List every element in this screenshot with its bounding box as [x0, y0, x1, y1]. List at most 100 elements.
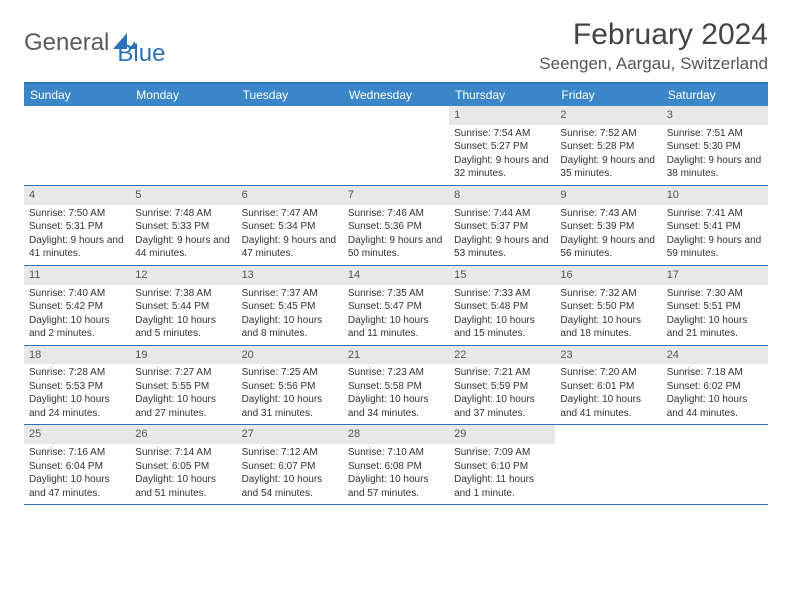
day-header: Thursday: [449, 84, 555, 106]
day-body: Sunrise: 7:18 AMSunset: 6:02 PMDaylight:…: [662, 364, 768, 424]
day-number: 8: [449, 186, 555, 205]
daylight-text: Daylight: 9 hours and 38 minutes.: [667, 154, 763, 181]
sunset-text: Sunset: 5:45 PM: [242, 300, 338, 314]
daylight-text: Daylight: 9 hours and 44 minutes.: [135, 234, 231, 261]
day-cell: 8 Sunrise: 7:44 AMSunset: 5:37 PMDaylight…: [449, 186, 555, 265]
day-cell: 21Sunrise: 7:23 AMSunset: 5:58 PMDayligh…: [343, 346, 449, 425]
sunset-text: Sunset: 6:08 PM: [348, 460, 444, 474]
sunset-text: Sunset: 5:31 PM: [29, 220, 125, 234]
sunrise-text: Sunrise: 7:44 AM: [454, 207, 550, 221]
day-body: Sunrise: 7:48 AMSunset: 5:33 PMDaylight:…: [130, 205, 236, 265]
day-body: Sunrise: 7:38 AMSunset: 5:44 PMDaylight:…: [130, 285, 236, 345]
daylight-text: Daylight: 10 hours and 47 minutes.: [29, 473, 125, 500]
sunrise-text: Sunrise: 7:51 AM: [667, 127, 763, 141]
sunset-text: Sunset: 5:42 PM: [29, 300, 125, 314]
daylight-text: Daylight: 10 hours and 2 minutes.: [29, 314, 125, 341]
day-cell: 1Sunrise: 7:54 AMSunset: 5:27 PMDaylight…: [449, 106, 555, 185]
day-body: Sunrise: 7:43 AMSunset: 5:39 PMDaylight:…: [555, 205, 661, 265]
day-header: Monday: [130, 84, 236, 106]
sunrise-text: Sunrise: 7:28 AM: [29, 366, 125, 380]
sunset-text: Sunset: 5:33 PM: [135, 220, 231, 234]
sunset-text: Sunset: 5:28 PM: [560, 140, 656, 154]
daylight-text: Daylight: 10 hours and 8 minutes.: [242, 314, 338, 341]
sunrise-text: Sunrise: 7:52 AM: [560, 127, 656, 141]
daylight-text: Daylight: 10 hours and 21 minutes.: [667, 314, 763, 341]
sunset-text: Sunset: 5:37 PM: [454, 220, 550, 234]
sunrise-text: Sunrise: 7:16 AM: [29, 446, 125, 460]
sunset-text: Sunset: 5:34 PM: [242, 220, 338, 234]
sunrise-text: Sunrise: 7:30 AM: [667, 287, 763, 301]
sunset-text: Sunset: 5:39 PM: [560, 220, 656, 234]
sunrise-text: Sunrise: 7:43 AM: [560, 207, 656, 221]
day-cell: 7Sunrise: 7:46 AMSunset: 5:36 PMDaylight…: [343, 186, 449, 265]
day-number: 24: [662, 346, 768, 365]
sunset-text: Sunset: 6:07 PM: [242, 460, 338, 474]
sunrise-text: Sunrise: 7:23 AM: [348, 366, 444, 380]
sunset-text: Sunset: 5:47 PM: [348, 300, 444, 314]
day-body: Sunrise: 7:16 AMSunset: 6:04 PMDaylight:…: [24, 444, 130, 504]
day-number: 23: [555, 346, 661, 365]
logo: General Blue: [24, 18, 165, 68]
sunset-text: Sunset: 6:02 PM: [667, 380, 763, 394]
daylight-text: Daylight: 10 hours and 51 minutes.: [135, 473, 231, 500]
sunrise-text: Sunrise: 7:54 AM: [454, 127, 550, 141]
day-cell: 12Sunrise: 7:38 AMSunset: 5:44 PMDayligh…: [130, 266, 236, 345]
week-row: 18Sunrise: 7:28 AMSunset: 5:53 PMDayligh…: [24, 346, 768, 426]
day-number: 2: [555, 106, 661, 125]
day-body: Sunrise: 7:30 AMSunset: 5:51 PMDaylight:…: [662, 285, 768, 345]
daylight-text: Daylight: 9 hours and 53 minutes.: [454, 234, 550, 261]
day-number: 22: [449, 346, 555, 365]
day-body: Sunrise: 7:50 AMSunset: 5:31 PMDaylight:…: [24, 205, 130, 265]
day-number: 25: [24, 425, 130, 444]
day-body: Sunrise: 7:54 AMSunset: 5:27 PMDaylight:…: [449, 125, 555, 185]
day-cell: 25Sunrise: 7:16 AMSunset: 6:04 PMDayligh…: [24, 425, 130, 504]
day-number: 26: [130, 425, 236, 444]
sunrise-text: Sunrise: 7:33 AM: [454, 287, 550, 301]
day-body: Sunrise: 7:10 AMSunset: 6:08 PMDaylight:…: [343, 444, 449, 504]
sunrise-text: Sunrise: 7:09 AM: [454, 446, 550, 460]
day-body: Sunrise: 7:14 AMSunset: 6:05 PMDaylight:…: [130, 444, 236, 504]
sunrise-text: Sunrise: 7:32 AM: [560, 287, 656, 301]
daylight-text: Daylight: 9 hours and 50 minutes.: [348, 234, 444, 261]
day-number: 11: [24, 266, 130, 285]
day-number: 5: [130, 186, 236, 205]
daylight-text: Daylight: 10 hours and 54 minutes.: [242, 473, 338, 500]
sunrise-text: Sunrise: 7:35 AM: [348, 287, 444, 301]
sunset-text: Sunset: 5:44 PM: [135, 300, 231, 314]
sunrise-text: Sunrise: 7:37 AM: [242, 287, 338, 301]
month-title: February 2024: [539, 18, 768, 52]
day-cell: 28Sunrise: 7:10 AMSunset: 6:08 PMDayligh…: [343, 425, 449, 504]
day-number: 9: [555, 186, 661, 205]
day-body: Sunrise: 7:41 AMSunset: 5:41 PMDaylight:…: [662, 205, 768, 265]
day-cell: 29Sunrise: 7:09 AMSunset: 6:10 PMDayligh…: [449, 425, 555, 504]
day-number: 19: [130, 346, 236, 365]
sunrise-text: Sunrise: 7:27 AM: [135, 366, 231, 380]
day-body: Sunrise: 7:33 AMSunset: 5:48 PMDaylight:…: [449, 285, 555, 345]
empty-day-cell: [555, 425, 661, 504]
day-header-row: SundayMondayTuesdayWednesdayThursdayFrid…: [24, 84, 768, 106]
day-body: Sunrise: 7:09 AMSunset: 6:10 PMDaylight:…: [449, 444, 555, 504]
sunrise-text: Sunrise: 7:38 AM: [135, 287, 231, 301]
day-cell: 4Sunrise: 7:50 AMSunset: 5:31 PMDaylight…: [24, 186, 130, 265]
day-number: 21: [343, 346, 449, 365]
day-cell: 26Sunrise: 7:14 AMSunset: 6:05 PMDayligh…: [130, 425, 236, 504]
day-cell: 18Sunrise: 7:28 AMSunset: 5:53 PMDayligh…: [24, 346, 130, 425]
sunrise-text: Sunrise: 7:41 AM: [667, 207, 763, 221]
day-number: 6: [237, 186, 343, 205]
sunrise-text: Sunrise: 7:10 AM: [348, 446, 444, 460]
day-body: Sunrise: 7:51 AMSunset: 5:30 PMDaylight:…: [662, 125, 768, 185]
day-body: Sunrise: 7:25 AMSunset: 5:56 PMDaylight:…: [237, 364, 343, 424]
sunrise-text: Sunrise: 7:14 AM: [135, 446, 231, 460]
day-cell: 19Sunrise: 7:27 AMSunset: 5:55 PMDayligh…: [130, 346, 236, 425]
sunset-text: Sunset: 5:27 PM: [454, 140, 550, 154]
day-body: Sunrise: 7:28 AMSunset: 5:53 PMDaylight:…: [24, 364, 130, 424]
sunset-text: Sunset: 5:50 PM: [560, 300, 656, 314]
week-row: 4Sunrise: 7:50 AMSunset: 5:31 PMDaylight…: [24, 186, 768, 266]
day-number: 1: [449, 106, 555, 125]
sunrise-text: Sunrise: 7:25 AM: [242, 366, 338, 380]
day-cell: 14Sunrise: 7:35 AMSunset: 5:47 PMDayligh…: [343, 266, 449, 345]
sunset-text: Sunset: 5:36 PM: [348, 220, 444, 234]
day-number: 17: [662, 266, 768, 285]
daylight-text: Daylight: 10 hours and 24 minutes.: [29, 393, 125, 420]
day-header: Tuesday: [237, 84, 343, 106]
